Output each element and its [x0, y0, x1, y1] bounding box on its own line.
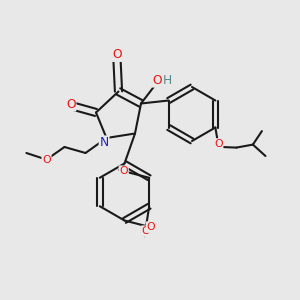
Text: O: O	[66, 98, 76, 111]
Text: O: O	[142, 226, 151, 236]
Text: O: O	[147, 222, 155, 232]
Text: O: O	[42, 154, 51, 165]
Text: O: O	[112, 48, 122, 61]
Text: H: H	[163, 74, 172, 87]
Text: O: O	[119, 166, 128, 176]
Text: O: O	[153, 74, 162, 87]
Text: N: N	[100, 136, 109, 149]
Text: O: O	[214, 139, 223, 149]
